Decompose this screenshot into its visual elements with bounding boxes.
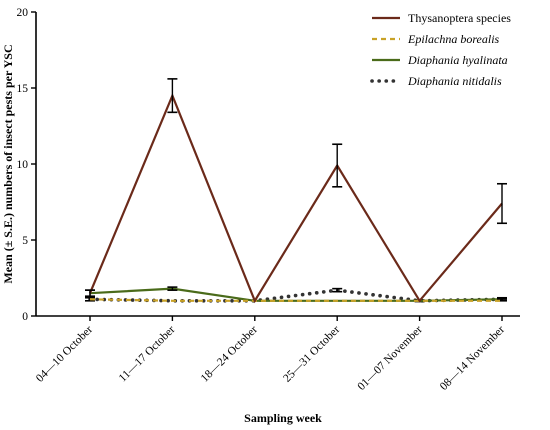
series-1 bbox=[89, 298, 502, 302]
y-axis-title: Mean (± S.E.) numbers of insect pests pe… bbox=[1, 44, 15, 283]
series-line bbox=[89, 298, 502, 302]
y-tick-label: 20 bbox=[17, 7, 29, 19]
y-tick-label: 15 bbox=[17, 83, 29, 95]
y-tick-label: 5 bbox=[22, 235, 28, 247]
series-line bbox=[88, 92, 503, 304]
series-line bbox=[88, 288, 504, 303]
x-tick-label: 25—31 October bbox=[281, 324, 342, 385]
series-layer bbox=[85, 78, 507, 304]
legend-label-0: Thysanoptera species bbox=[408, 11, 511, 25]
x-tick-label: 11—17 October bbox=[117, 324, 178, 385]
x-axis-title: Sampling week bbox=[244, 411, 322, 425]
x-tick-label: 04—10 October bbox=[34, 324, 95, 385]
y-tick-label: 0 bbox=[22, 311, 28, 323]
x-tick-label: 01—07 November bbox=[355, 324, 424, 393]
legend: Thysanoptera species Epilachna borealis Di… bbox=[370, 11, 511, 88]
series-0 bbox=[85, 78, 507, 304]
y-tick-label: 10 bbox=[17, 159, 29, 171]
x-tick-label: 18—24 October bbox=[199, 324, 260, 385]
legend-label-2: Diaphania hyalinata bbox=[407, 53, 508, 67]
x-tick-label: 08—14 November bbox=[438, 324, 507, 393]
legend-label-1: Epilachna borealis bbox=[407, 32, 500, 46]
legend-label-3: Diaphania nitidalis bbox=[407, 74, 502, 88]
